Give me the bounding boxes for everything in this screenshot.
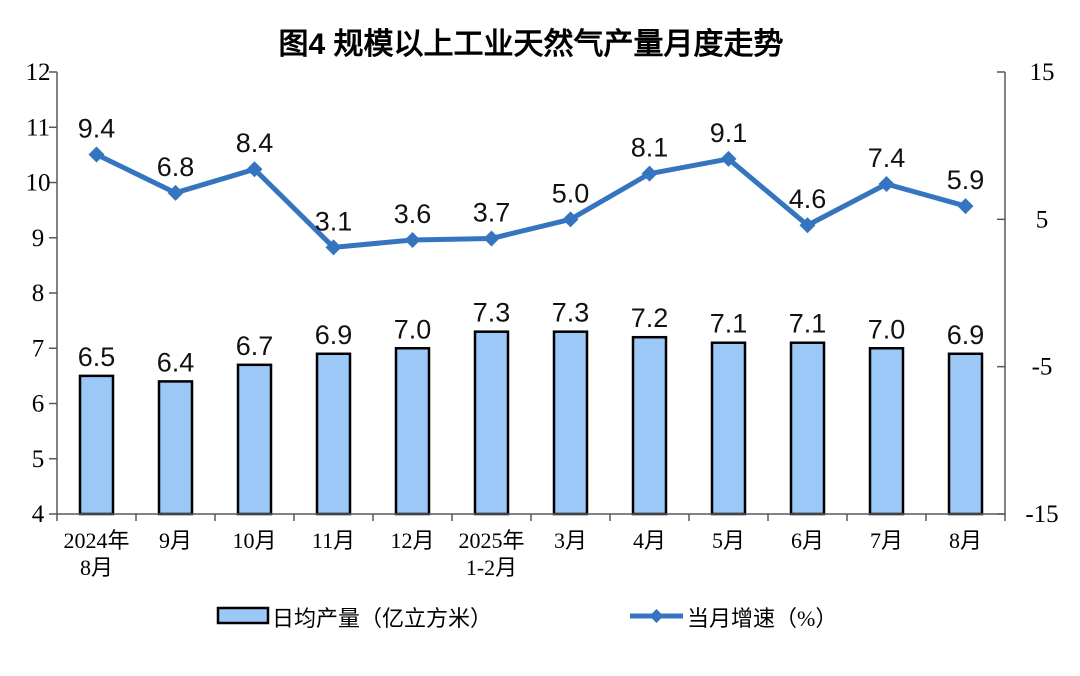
line-marker	[88, 146, 105, 163]
legend-line-marker-icon	[649, 609, 664, 623]
line-marker	[325, 239, 342, 256]
x-axis-label: 5月	[712, 528, 745, 553]
y-axis-left-tick-label: 4	[32, 501, 45, 528]
y-axis-right-tick-label: 5	[1036, 206, 1049, 233]
bar	[631, 335, 668, 516]
bar-value-label: 6.9	[947, 320, 985, 350]
y-axis-left-tick-label: 10	[26, 170, 51, 197]
bar	[947, 352, 984, 516]
legend-line-label: 当月增速（%）	[687, 606, 837, 631]
y-axis-right-tick-label: -15	[1025, 501, 1058, 528]
x-axis-label: 1-2月	[466, 555, 517, 580]
bar	[552, 330, 589, 516]
x-axis-label: 3月	[554, 528, 587, 553]
bar-value-label: 7.1	[789, 309, 827, 339]
bar	[157, 380, 194, 516]
bar-value-label: 7.3	[473, 298, 511, 328]
bar	[78, 374, 115, 516]
x-axis-label: 6月	[791, 528, 824, 553]
x-axis-label: 9月	[159, 528, 192, 553]
bar-value-label: 7.3	[552, 298, 590, 328]
y-axis-right-tick-label: 15	[1030, 59, 1055, 86]
chart-title: 图4 规模以上工业天然气产量月度走势	[278, 27, 783, 61]
line-value-label: 8.1	[631, 133, 669, 163]
y-axis-left-tick-label: 12	[26, 59, 51, 86]
line-value-label: 3.1	[315, 206, 353, 236]
line-value-label: 7.4	[868, 143, 906, 173]
y-axis-left-tick-label: 11	[26, 114, 50, 141]
line-marker	[246, 161, 263, 178]
y-axis-left-tick-label: 5	[32, 446, 45, 473]
x-axis-label: 7月	[870, 528, 903, 553]
y-axis-right-tick-label: -5	[1032, 354, 1053, 381]
line-value-label: 8.4	[236, 128, 274, 158]
y-axis-left-tick-label: 9	[32, 225, 45, 252]
line-marker	[404, 231, 421, 248]
y-axis-left-tick-label: 7	[32, 335, 45, 362]
bar	[789, 341, 826, 516]
growth-line	[94, 152, 968, 250]
line-value-label: 9.4	[78, 114, 116, 144]
bar	[394, 347, 431, 516]
x-axis-label: 12月	[390, 528, 434, 553]
line-marker	[483, 230, 500, 247]
x-axis-label: 4月	[633, 528, 666, 553]
line-marker	[799, 217, 816, 234]
bar-value-label: 6.5	[78, 342, 116, 372]
line-marker	[167, 184, 184, 201]
line-marker	[720, 150, 737, 167]
bar-value-label: 7.1	[710, 309, 748, 339]
legend-bar-swatch	[216, 606, 270, 625]
bar-value-label: 6.7	[236, 331, 274, 361]
line-marker	[641, 165, 658, 182]
bar	[710, 341, 747, 516]
x-axis-label: 8月	[80, 555, 113, 580]
legend: 日均产量（亿立方米） 当月增速（%）	[216, 606, 837, 631]
legend-bar-label: 日均产量（亿立方米）	[272, 606, 492, 631]
x-axis-label: 10月	[232, 528, 276, 553]
line-value-label: 5.9	[947, 165, 985, 195]
y-axis-left-tick-label: 6	[32, 391, 45, 418]
line-marker	[957, 198, 974, 215]
bar-value-label: 6.4	[157, 347, 195, 377]
line-value-label: 4.6	[789, 184, 827, 214]
bar	[868, 347, 905, 516]
line-value-label: 9.1	[710, 118, 748, 148]
bar-value-label: 7.2	[631, 303, 669, 333]
line-value-label: 6.8	[157, 152, 195, 182]
plot-area: 6.5 6.4 6.7 6.9 7.0 7.3 7.3 7.2 7.1 7.1 7.0 6.9 9.4 6…	[26, 59, 1059, 580]
x-axis-label: 2024年	[63, 528, 129, 553]
bar	[315, 352, 352, 516]
x-axis-label: 11月	[312, 528, 355, 553]
bar-value-label: 6.9	[315, 320, 353, 350]
line-value-label: 3.6	[394, 199, 432, 229]
line-value-label: 3.7	[473, 197, 511, 227]
line-value-label: 5.0	[552, 178, 590, 208]
line-marker	[878, 175, 895, 192]
bar-value-label: 7.0	[868, 314, 906, 344]
x-axis-label: 2025年	[458, 528, 524, 553]
line-marker	[562, 211, 579, 228]
bar-value-label: 7.0	[394, 314, 432, 344]
bar	[473, 330, 510, 516]
y-axis-left-tick-label: 8	[32, 280, 45, 307]
bar	[236, 363, 273, 516]
x-axis-label: 8月	[949, 528, 982, 553]
